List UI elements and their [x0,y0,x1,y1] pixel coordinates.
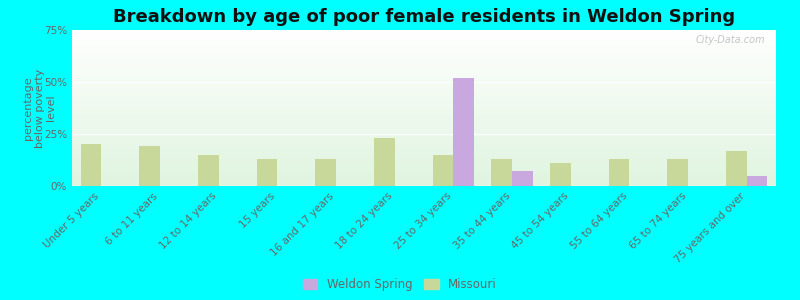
Bar [257,159,278,186]
Bar [315,159,336,186]
Bar [374,138,394,186]
Bar [746,176,767,186]
Bar [454,78,474,186]
Bar [667,159,688,186]
Bar [198,155,218,186]
Bar [433,155,454,186]
Bar [139,146,160,186]
Text: City-Data.com: City-Data.com [696,35,766,45]
Bar [512,171,533,186]
Bar [81,144,102,186]
Legend: Weldon Spring, Missouri: Weldon Spring, Missouri [303,278,497,291]
Bar [609,159,630,186]
Bar [491,159,512,186]
Bar [726,151,746,186]
Bar [550,163,570,186]
Y-axis label: percentage
below poverty
level: percentage below poverty level [23,68,57,148]
Title: Breakdown by age of poor female residents in Weldon Spring: Breakdown by age of poor female resident… [113,8,735,26]
